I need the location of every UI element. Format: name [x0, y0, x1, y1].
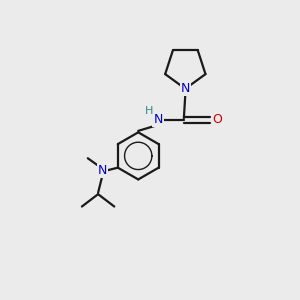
Text: N: N [181, 82, 190, 95]
Text: N: N [98, 164, 107, 177]
Text: H: H [145, 106, 153, 116]
Text: N: N [153, 113, 163, 126]
Text: O: O [212, 113, 222, 126]
